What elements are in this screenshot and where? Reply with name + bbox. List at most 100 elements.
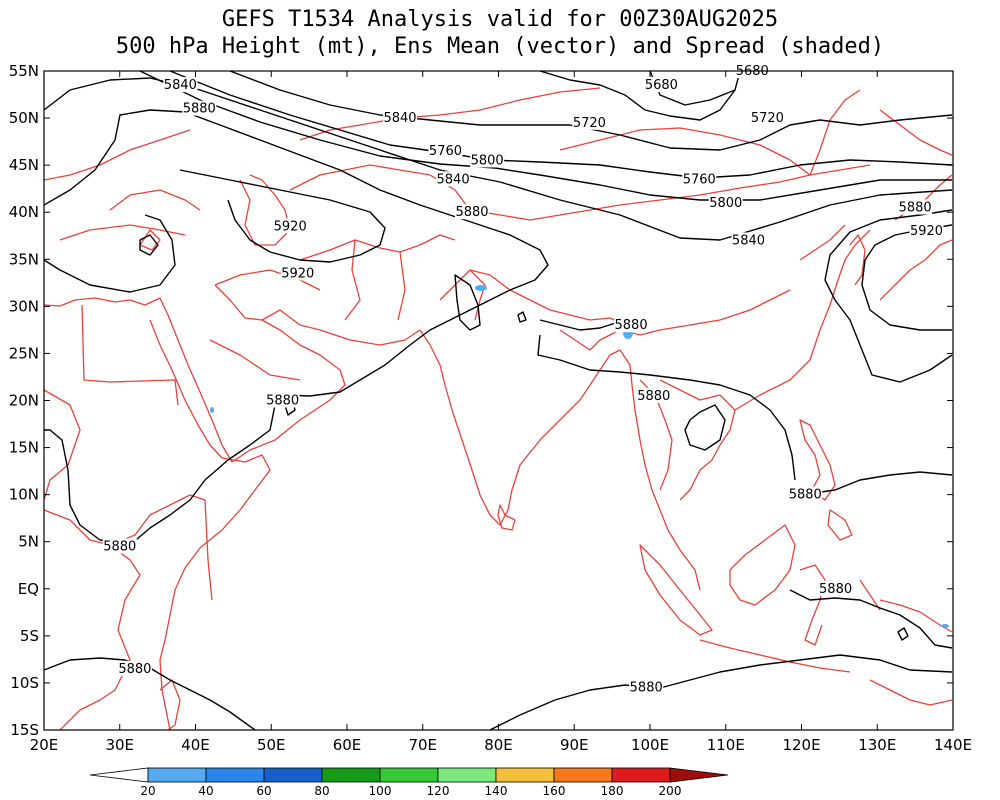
contour-label-bg [102, 538, 137, 554]
contour-label: 5880 [819, 582, 852, 597]
lat-tick-label: 55N [9, 62, 39, 80]
contour-label-bg [280, 265, 315, 281]
contour-label-bg [117, 660, 152, 676]
contour-label-bg [750, 110, 785, 126]
lat-tick-label: 25N [9, 344, 39, 362]
contour-label-bg [788, 486, 823, 502]
lat-tick-label: 15N [9, 439, 39, 457]
coastlines [44, 87, 953, 730]
contour-label-bg [454, 204, 489, 220]
contour-label: 5760 [683, 172, 716, 187]
contour-label-bg [163, 77, 198, 93]
lat-tick-label: 40N [9, 203, 39, 221]
title-line-1: GEFS T1534 Analysis valid for 00Z30AUG20… [221, 7, 779, 32]
lat-tick-label: 50N [9, 109, 39, 127]
contour-label: 5880 [637, 389, 670, 404]
colorbar-label: 60 [256, 784, 271, 798]
lon-tick-label: 120E [782, 736, 820, 754]
contour-label-bg [682, 171, 717, 187]
contour-label: 5920 [274, 219, 307, 234]
colorbar-swatch [495, 767, 555, 783]
lat-tick-label: 45N [9, 156, 39, 174]
colorbar-swatch [321, 767, 381, 783]
lat-tick-label: EQ [18, 580, 39, 598]
contour-label-bg [629, 679, 664, 695]
lat-tick-label: 5S [20, 627, 39, 645]
lon-tick-label: 140E [934, 736, 972, 754]
colorbar-swatch [263, 767, 323, 783]
contour-label-bg [428, 143, 463, 159]
colorbar-label: 160 [543, 784, 566, 798]
contour-label: 5840 [383, 111, 416, 126]
contour-label-bg [436, 171, 471, 187]
contour-label: 5880 [118, 662, 151, 677]
lat-tick-label: 5N [18, 533, 39, 551]
colorbar: 20 40 60 80 100 120 140 160 180 200 [89, 767, 729, 798]
contour-label: 5920 [281, 266, 314, 281]
title-line-2: 500 hPa Height (mt), Ens Mean (vector) a… [115, 34, 885, 59]
contour-label: 5720 [751, 111, 784, 126]
colorbar-label: 20 [140, 784, 155, 798]
contour-label-bg [383, 110, 418, 126]
lat-tick-label: 30N [9, 297, 39, 315]
lon-tick-label: 100E [631, 736, 669, 754]
colorbar-swatch [553, 767, 613, 783]
lon-tick-label: 80E [484, 736, 513, 754]
contour-label: 5840 [732, 233, 765, 248]
contour-label: 5880 [899, 201, 932, 216]
contour-label: 5880 [266, 394, 299, 409]
contour-label: 5680 [645, 78, 678, 93]
contour-label-bg [470, 152, 505, 168]
contour-label: 5880 [789, 488, 822, 503]
contour-label: 5800 [471, 153, 504, 168]
contour-label: 5880 [103, 539, 136, 554]
contour-label: 5880 [455, 205, 488, 220]
colorbar-swatch [669, 767, 729, 783]
contour-label-bg [265, 392, 300, 408]
map-axes: 20E 30E 40E 50E 60E 70E 80E 90E 100E 110E 120E 130E… [9, 62, 972, 754]
contour-label-bg [731, 232, 766, 248]
lon-tick-label: 30E [105, 736, 134, 754]
colorbar-label: 100 [369, 784, 392, 798]
contour-label: 5760 [429, 144, 462, 159]
contour-label-bg [644, 77, 679, 93]
contour-label: 5800 [709, 196, 742, 211]
height-contours [44, 71, 953, 730]
contour-label: 5880 [630, 681, 663, 696]
lat-tick-label: 10N [9, 486, 39, 504]
contour-label-bg [909, 223, 944, 239]
contour-label: 5880 [183, 102, 216, 117]
colorbar-label: 180 [601, 784, 624, 798]
contour-label: 5720 [573, 116, 606, 131]
map-title: GEFS T1534 Analysis valid for 00Z30AUG20… [0, 6, 1000, 60]
contour-label: 5840 [164, 78, 197, 93]
lon-tick-label: 70E [408, 736, 437, 754]
lat-tick-label: 35N [9, 250, 39, 268]
colorbar-swatch [611, 767, 671, 783]
lon-tick-label: 110E [707, 736, 745, 754]
contour-label-bg [898, 199, 933, 215]
lon-tick-label: 40E [181, 736, 210, 754]
contour-label-bg [572, 114, 607, 130]
colorbar-swatch [379, 767, 439, 783]
contour-label-bg [708, 194, 743, 210]
lon-tick-label: 90E [560, 736, 589, 754]
lat-tick-label: 10S [10, 674, 39, 692]
colorbar-label: 120 [427, 784, 450, 798]
colorbar-swatch [147, 767, 207, 783]
colorbar-swatch [205, 767, 265, 783]
spread-shading [210, 285, 949, 628]
contour-label: 5880 [615, 318, 648, 333]
contour-label-bg [636, 387, 671, 403]
lon-tick-label: 50E [257, 736, 286, 754]
colorbar-label: 140 [485, 784, 508, 798]
lon-tick-label: 60E [333, 736, 362, 754]
colorbar-label: 200 [659, 784, 682, 798]
contour-label-bg [273, 218, 308, 234]
contour-label-bg [614, 317, 649, 333]
colorbar-label: 80 [314, 784, 329, 798]
colorbar-label: 40 [198, 784, 213, 798]
contour-label-bg [182, 100, 217, 116]
